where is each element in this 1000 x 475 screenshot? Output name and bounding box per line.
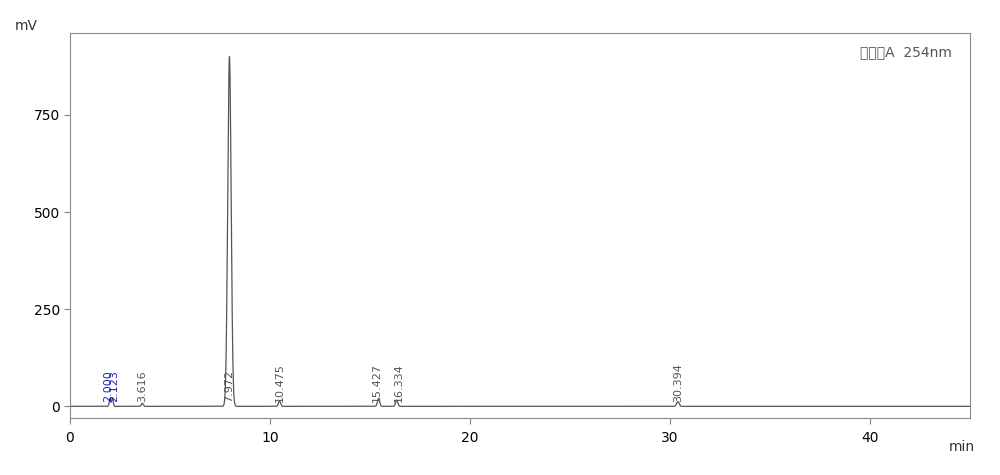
Text: 10.475: 10.475 <box>274 363 285 402</box>
Text: 15.427: 15.427 <box>372 363 382 402</box>
Text: min: min <box>949 440 975 454</box>
Text: mV: mV <box>15 19 38 33</box>
Text: 检测器A  254nm: 检测器A 254nm <box>860 45 952 59</box>
Text: 3.616: 3.616 <box>137 370 147 402</box>
Text: 30.394: 30.394 <box>673 363 683 402</box>
Text: 16.334: 16.334 <box>394 363 404 402</box>
Text: 2.000: 2.000 <box>103 370 113 402</box>
Text: 2.123: 2.123 <box>109 370 119 402</box>
Text: 7.972: 7.972 <box>224 370 234 402</box>
